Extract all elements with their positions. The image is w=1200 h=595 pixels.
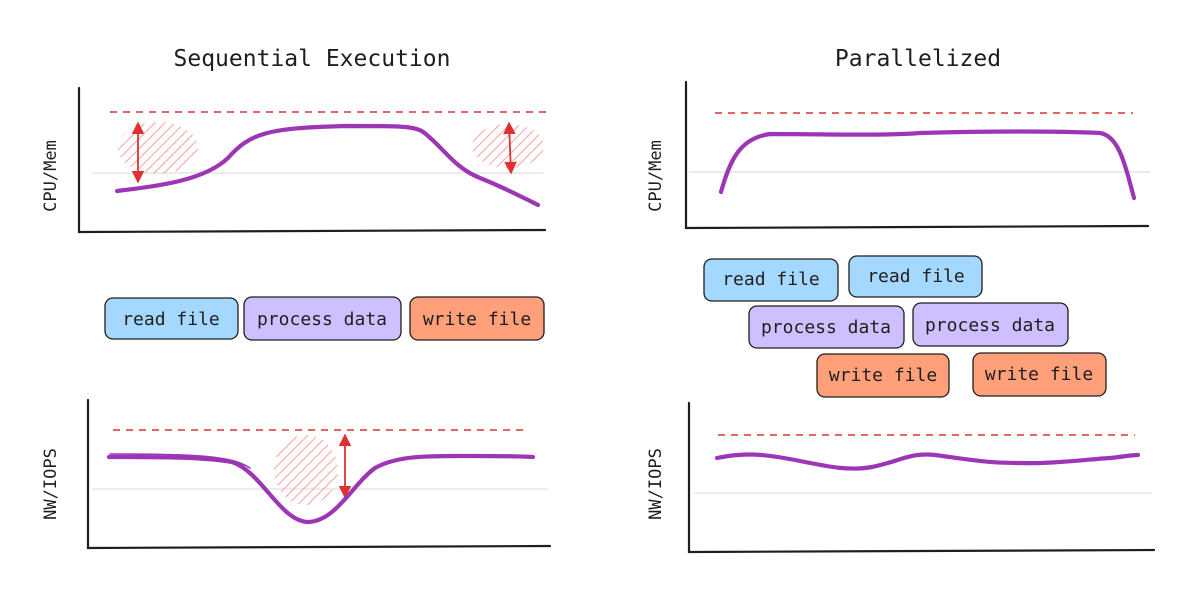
- right-task-read-1: read file: [703, 258, 839, 302]
- right-task-process-1: process data: [748, 305, 905, 349]
- left-task-process-label: process data: [257, 309, 387, 330]
- right-top-axes: [684, 80, 1150, 230]
- right-top-ylabel: CPU/Mem: [646, 140, 666, 212]
- left-task-write-label: write file: [423, 309, 531, 330]
- left-task-read-label: read file: [122, 309, 220, 330]
- left-title: Sequential Execution: [174, 46, 451, 72]
- right-task-write-2: write file: [972, 352, 1107, 397]
- left-top-chart: CPU/Mem: [41, 86, 548, 234]
- left-task-write: write file: [409, 296, 545, 341]
- left-top-ylabel: CPU/Mem: [41, 140, 61, 212]
- right-bottom-chart: NW/IOPS: [646, 401, 1156, 554]
- left-task-write-box: [409, 296, 545, 341]
- right-top-usage-curve: [718, 129, 1137, 201]
- left-bottom-ylabel: NW/IOPS: [41, 448, 61, 520]
- right-task-read-2: read file: [848, 255, 983, 298]
- right-task-read-1-box: [703, 258, 839, 302]
- right-task-write-1: write file: [816, 353, 950, 398]
- left-task-process: process data: [243, 296, 402, 341]
- right-task-write-2-label: write file: [985, 364, 1093, 385]
- left-bottom-axes: [86, 398, 552, 550]
- right-title: Parallelized: [835, 46, 1001, 72]
- right-bottom-axes: [687, 401, 1156, 554]
- right-bottom-ylabel: NW/IOPS: [646, 448, 666, 520]
- left-bottom-chart: NW/IOPS: [41, 398, 552, 550]
- left-top-usage-curve: [114, 123, 541, 208]
- right-task-read-2-label: read file: [867, 266, 965, 287]
- left-task-process-box: [243, 296, 402, 341]
- right-task-process-1-label: process data: [761, 317, 891, 338]
- right-task-process-2-label: process data: [925, 315, 1055, 336]
- right-task-read-1-label: read file: [722, 269, 820, 290]
- right-task-read-2-box: [848, 255, 983, 298]
- left-top-axes: [77, 86, 547, 234]
- right-task-write-2-box: [972, 352, 1107, 397]
- right-task-process-2-box: [912, 302, 1069, 347]
- right-task-write-1-box: [816, 353, 950, 398]
- left-bottom-headroom-hatch: [274, 435, 338, 505]
- right-tasks: read file read file process data process…: [703, 255, 1107, 398]
- right-top-chart: CPU/Mem: [646, 80, 1150, 230]
- right-task-process-2: process data: [912, 302, 1069, 347]
- left-tasks: read file process data write file: [104, 296, 545, 341]
- right-bottom-usage-curve: [714, 452, 1141, 471]
- left-task-read: read file: [104, 297, 239, 340]
- left-top-headroom-arrow-2: [503, 121, 517, 175]
- left-top-headroom-hatch-2: [472, 124, 544, 168]
- left-bottom-usage-curve: [106, 453, 536, 525]
- left-task-read-box: [104, 297, 239, 340]
- right-task-write-1-label: write file: [829, 365, 937, 386]
- left-top-headroom-hatch-1: [118, 122, 198, 174]
- right-task-process-1-box: [748, 305, 905, 349]
- left-bottom-usage-curve-stroke: [109, 453, 251, 469]
